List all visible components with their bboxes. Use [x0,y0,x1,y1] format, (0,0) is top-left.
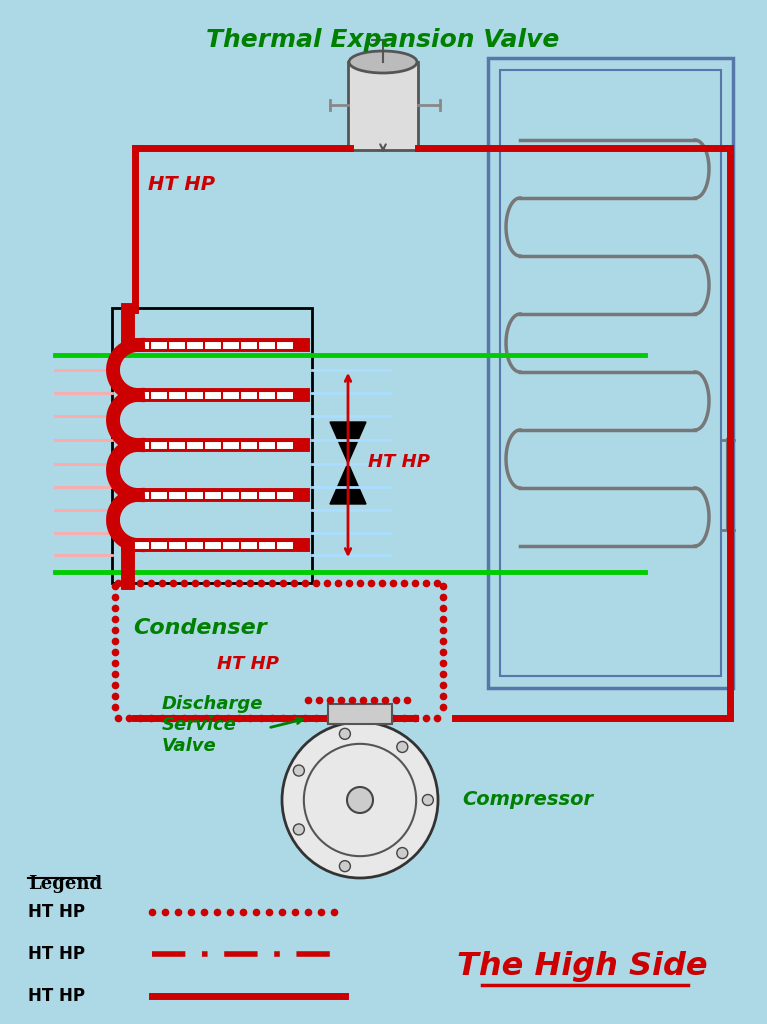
Bar [112,308,312,583]
Text: HT HP: HT HP [28,945,85,963]
Bar [500,70,721,676]
Text: HT HP: HT HP [28,987,85,1005]
Text: Thermal Expansion Valve: Thermal Expansion Valve [206,28,560,52]
Text: Condenser: Condenser [133,618,267,638]
Circle shape [347,787,373,813]
Circle shape [423,795,433,806]
Circle shape [340,860,351,871]
Circle shape [340,728,351,739]
Text: HT HP: HT HP [148,175,215,194]
Circle shape [282,722,438,878]
Ellipse shape [349,51,417,73]
Circle shape [293,765,304,776]
Polygon shape [330,422,366,463]
Text: HT HP: HT HP [28,903,85,921]
Text: HT HP: HT HP [368,453,430,471]
Text: Legend: Legend [28,874,102,893]
Bar [488,58,733,688]
Text: Discharge
Service
Valve: Discharge Service Valve [162,695,264,755]
Polygon shape [330,463,366,504]
Text: HT HP: HT HP [217,655,279,673]
Text: The High Side: The High Side [456,951,707,982]
Circle shape [397,848,408,858]
Bar [348,62,418,150]
Circle shape [293,824,304,835]
Bar [328,705,392,724]
Text: Compressor: Compressor [462,790,593,809]
Circle shape [397,741,408,753]
